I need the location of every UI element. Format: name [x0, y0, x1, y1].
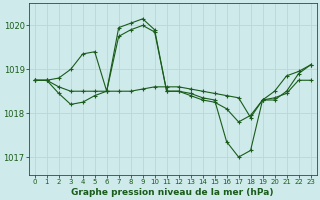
X-axis label: Graphe pression niveau de la mer (hPa): Graphe pression niveau de la mer (hPa): [71, 188, 274, 197]
